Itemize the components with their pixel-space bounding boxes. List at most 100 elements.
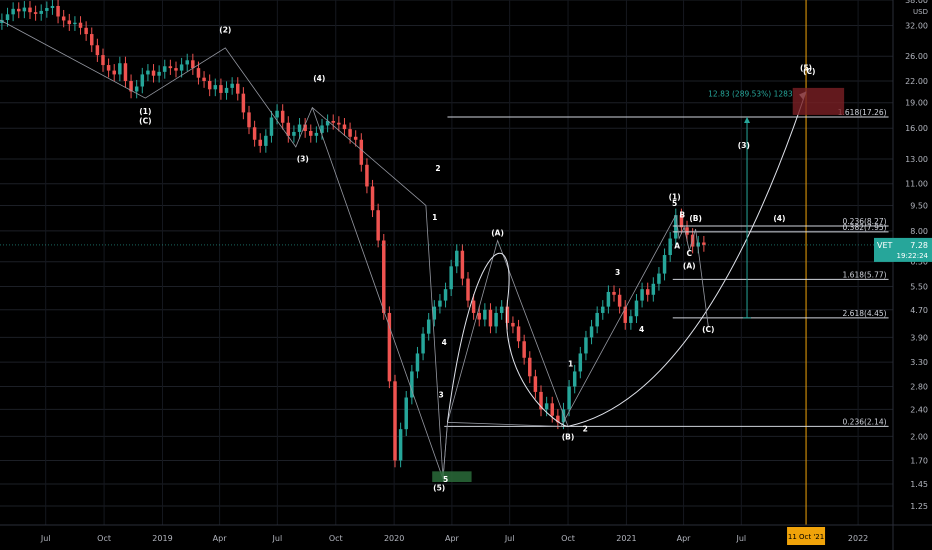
countdown-label: 19:22:24 — [897, 252, 929, 260]
wave-label: (C) — [702, 325, 714, 334]
candle-body — [494, 312, 498, 327]
candle-body — [612, 291, 616, 295]
candle-body — [11, 8, 15, 15]
candle-body — [471, 300, 476, 313]
candle-body — [134, 86, 139, 92]
candle-body — [213, 85, 218, 90]
y-tick-label: 3.90 — [910, 333, 928, 342]
wave-label: (1) — [139, 107, 151, 116]
candle-body — [668, 238, 672, 256]
candle-body — [606, 291, 611, 307]
candle-body — [370, 186, 375, 211]
candle-body — [348, 129, 352, 137]
candle-body — [331, 120, 335, 123]
candle-body — [528, 357, 532, 377]
corrective-wave-path — [311, 107, 569, 480]
candle-body — [309, 131, 313, 136]
candle-body — [269, 117, 274, 136]
y-tick-label: 22.00 — [905, 77, 928, 86]
candle-body — [645, 289, 650, 295]
wave-label: (4) — [773, 214, 785, 223]
x-tick-label: Oct — [561, 534, 575, 543]
measure-arrow-icon — [744, 116, 751, 123]
candle-body — [466, 278, 470, 301]
y-tick-label: 6.50 — [910, 258, 928, 267]
candle-body — [443, 289, 448, 301]
candle-body — [50, 5, 55, 9]
candle-body — [561, 409, 566, 423]
y-tick-label: 13.00 — [905, 155, 928, 164]
candle-body — [499, 306, 504, 313]
wave-label: C — [687, 249, 693, 258]
candle-body — [342, 124, 347, 130]
candle-body — [640, 289, 644, 301]
price-tag-box — [874, 237, 932, 262]
candle-body — [151, 70, 156, 76]
wave-label: (3) — [738, 141, 750, 150]
projection-arc — [567, 91, 807, 427]
candle-body — [393, 381, 397, 461]
wave-label: (5) — [800, 64, 812, 73]
y-axis[interactable]: 38.00 32.00 26.00 22.00 19.00 16.00 13.00 11.00… — [874, 0, 932, 550]
cursor-date-label: 11 Oct '21 — [788, 533, 824, 541]
x-axis[interactable]: Jul Oct 2019 Apr Jul Oct 2020 Apr Jul Oct 2021 Apr J… — [0, 524, 932, 545]
wave-label: (1) — [669, 192, 681, 201]
x-tick-label: Apr — [677, 534, 692, 543]
y-tick-label: 3.30 — [910, 358, 928, 367]
candle-body — [337, 122, 341, 125]
wave-label: (B) — [562, 432, 575, 441]
fib-level-label: 1.618(17.26) — [838, 108, 887, 117]
candle-body — [556, 415, 560, 423]
candle-body — [219, 85, 223, 93]
candle-body — [258, 139, 262, 146]
x-tick-label: 2022 — [848, 534, 868, 543]
candle-body — [106, 65, 111, 71]
wave-label: B — [679, 211, 685, 220]
candle-body — [280, 110, 285, 123]
x-tick-label: Oct — [97, 534, 111, 543]
wave-label: (2) — [219, 26, 231, 35]
candle-body — [179, 64, 184, 71]
candle-body — [679, 215, 684, 228]
candle-body — [17, 8, 21, 12]
candle-body — [45, 8, 49, 11]
current-price-label: 7.28 — [910, 241, 928, 250]
wave-label: 2 — [583, 424, 588, 433]
candle-body — [578, 353, 583, 372]
candle-body — [33, 12, 38, 14]
candle-body — [185, 60, 189, 65]
candle-body — [449, 266, 453, 290]
candle-body — [382, 240, 386, 313]
candle-body — [28, 7, 32, 13]
fib-level-label: 0.382(7.95) — [843, 223, 887, 232]
wave-arc — [446, 252, 569, 427]
candle-body — [118, 63, 122, 75]
candle-body — [617, 294, 622, 307]
candle-body — [674, 215, 678, 239]
y-tick-label: 11.00 — [905, 180, 928, 189]
candle-body — [533, 376, 538, 392]
candle-body — [252, 127, 257, 140]
elliott-wave-path — [0, 19, 677, 480]
candle-body — [595, 312, 599, 327]
candle-body — [629, 316, 633, 323]
candle-body — [359, 139, 364, 165]
candle-body — [241, 93, 246, 113]
wave-label: (3) — [297, 154, 309, 163]
candle-body — [90, 34, 94, 46]
candle-body — [398, 429, 403, 461]
candle-body — [353, 136, 358, 140]
candle-body — [297, 124, 302, 132]
y-tick-label: 26.00 — [905, 52, 928, 61]
x-tick-label: Oct — [329, 534, 343, 543]
candle-body — [483, 309, 487, 320]
wave-label: (4) — [313, 74, 325, 83]
x-tick-label: 2020 — [384, 534, 404, 543]
cursor-date-box — [787, 527, 826, 545]
candle-body — [196, 68, 201, 78]
wave-label: (A) — [683, 262, 696, 271]
x-tick-label: Jul — [735, 534, 746, 543]
candle-body — [488, 309, 493, 327]
